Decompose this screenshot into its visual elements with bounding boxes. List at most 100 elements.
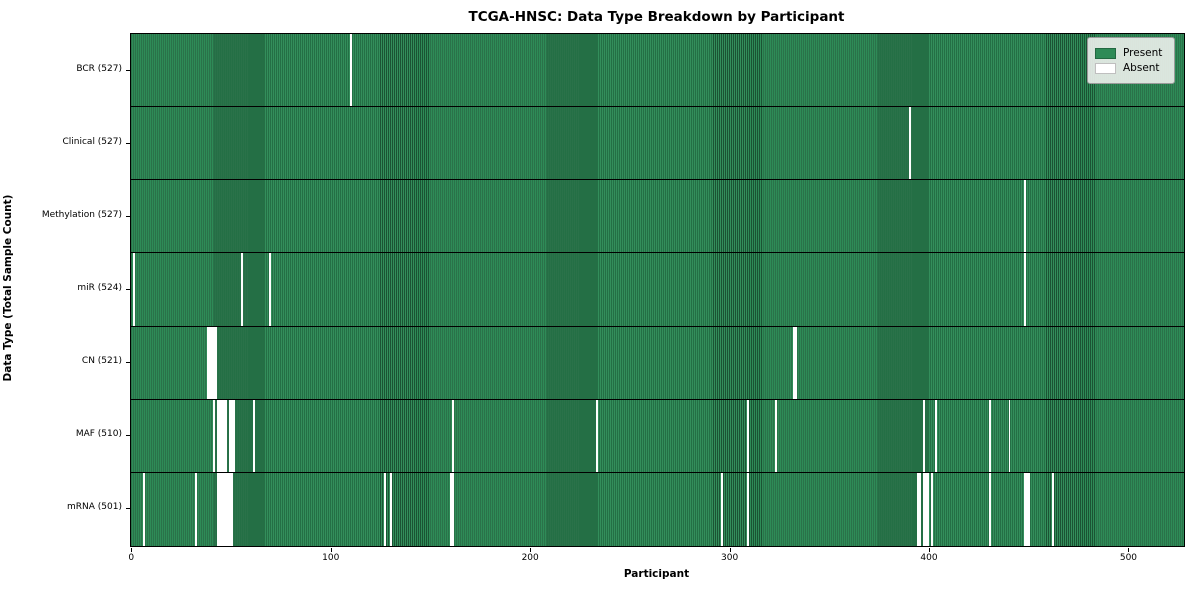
heatmap-row-miR — [131, 253, 1184, 327]
y-tick-mark — [126, 435, 130, 437]
x-tick-mark — [131, 547, 133, 552]
x-tick-label: 400 — [920, 553, 938, 563]
absent-cell — [384, 472, 387, 546]
absent-cell — [930, 472, 933, 546]
x-tick-label: 500 — [1119, 553, 1138, 563]
absent-cell — [747, 472, 750, 546]
absent-cell — [216, 472, 219, 546]
absent-cell — [452, 399, 455, 472]
absent-cell — [142, 472, 145, 546]
absent-cell — [1008, 399, 1011, 472]
absent-cell — [922, 399, 925, 472]
heatmap-plot-area — [130, 33, 1185, 547]
legend-label-present: Present — [1123, 47, 1163, 59]
chart-title: TCGA-HNSC: Data Type Breakdown by Partic… — [468, 9, 845, 25]
absent-cell — [214, 326, 217, 399]
heatmap-row-mRNA — [131, 472, 1184, 546]
absent-cell — [1024, 472, 1027, 546]
absent-cell — [775, 399, 778, 472]
absent-cell — [450, 472, 453, 546]
absent-cell — [220, 399, 223, 472]
y-tick-label: miR (524) — [77, 283, 122, 293]
absent-cell — [216, 399, 219, 472]
legend: Present Absent — [1087, 37, 1175, 84]
y-tick-label: Methylation (527) — [41, 209, 122, 220]
absent-cell — [252, 399, 255, 472]
absent-cell — [922, 472, 925, 546]
absent-cell — [795, 326, 798, 399]
absent-cell — [228, 399, 231, 472]
x-tick-mark — [330, 547, 332, 552]
absent-cell — [1028, 472, 1031, 546]
y-tick-label: Clinical (527) — [62, 136, 122, 147]
absent-cell — [595, 399, 598, 472]
y-tick-mark — [126, 508, 130, 510]
y-tick-mark — [126, 289, 130, 290]
absent-cell — [228, 472, 231, 546]
absent-cell — [934, 399, 937, 472]
absent-cell — [212, 399, 215, 472]
absent-cell — [1024, 253, 1027, 326]
absent-cell — [390, 472, 393, 546]
absent-cell — [916, 472, 919, 546]
absent-cell — [210, 326, 213, 399]
absent-cell — [721, 472, 724, 546]
x-tick-mark — [729, 547, 731, 552]
x-tick-mark — [1128, 547, 1130, 552]
y-tick-mark — [126, 362, 130, 364]
y-tick-mark — [126, 142, 130, 144]
legend-entry-present: Present — [1095, 47, 1166, 59]
absent-cell — [988, 399, 991, 472]
x-tick-label: 0 — [128, 553, 135, 563]
absent-cell — [747, 399, 750, 472]
absent-cell — [224, 399, 227, 472]
absent-cell — [1052, 472, 1055, 546]
absent-cell — [793, 326, 796, 399]
x-tick-mark — [530, 547, 532, 552]
heatmap-row-Clinical — [131, 107, 1184, 181]
absent-cell — [220, 472, 223, 546]
y-tick-label: BCR (527) — [76, 63, 122, 74]
y-tick-label: CN (521) — [81, 356, 122, 367]
legend-entry-absent: Absent — [1095, 62, 1166, 74]
legend-label-absent: Absent — [1123, 62, 1160, 74]
x-axis-label: Participant — [623, 568, 690, 580]
absent-cell — [222, 399, 225, 472]
heatmap-row-BCR — [131, 34, 1184, 108]
absent-cell — [908, 107, 911, 180]
absent-cell — [230, 472, 233, 546]
absent-cell — [926, 472, 929, 546]
absent-cell — [232, 399, 235, 472]
heatmap-row-Methylation — [131, 180, 1184, 254]
absent-cell — [212, 326, 215, 399]
absent-swatch-icon — [1095, 62, 1116, 74]
absent-cell — [1024, 180, 1027, 253]
y-tick-mark — [126, 69, 130, 71]
present-swatch-icon — [1095, 47, 1116, 59]
absent-cell — [268, 253, 271, 326]
absent-cell — [218, 472, 221, 546]
absent-cell — [218, 399, 221, 472]
absent-cell — [132, 253, 135, 326]
absent-cell — [206, 326, 209, 399]
absent-cell — [224, 472, 227, 546]
absent-cell — [350, 34, 353, 107]
absent-cell — [240, 253, 243, 326]
absent-cell — [194, 472, 197, 546]
absent-cell — [222, 472, 225, 546]
heatmap-row-CN — [131, 326, 1184, 400]
y-tick-label: MAF (510) — [75, 429, 122, 440]
y-tick-label: mRNA (501) — [67, 502, 122, 513]
absent-cell — [1026, 472, 1029, 546]
x-tick-label: 100 — [322, 553, 340, 563]
absent-cell — [208, 326, 211, 399]
absent-cell — [230, 399, 233, 472]
absent-cell — [988, 472, 991, 546]
x-tick-label: 200 — [521, 553, 539, 563]
absent-cell — [226, 472, 229, 546]
y-tick-mark — [126, 215, 130, 217]
x-tick-label: 300 — [721, 553, 739, 563]
absent-cell — [918, 472, 921, 546]
absent-cell — [452, 472, 455, 546]
